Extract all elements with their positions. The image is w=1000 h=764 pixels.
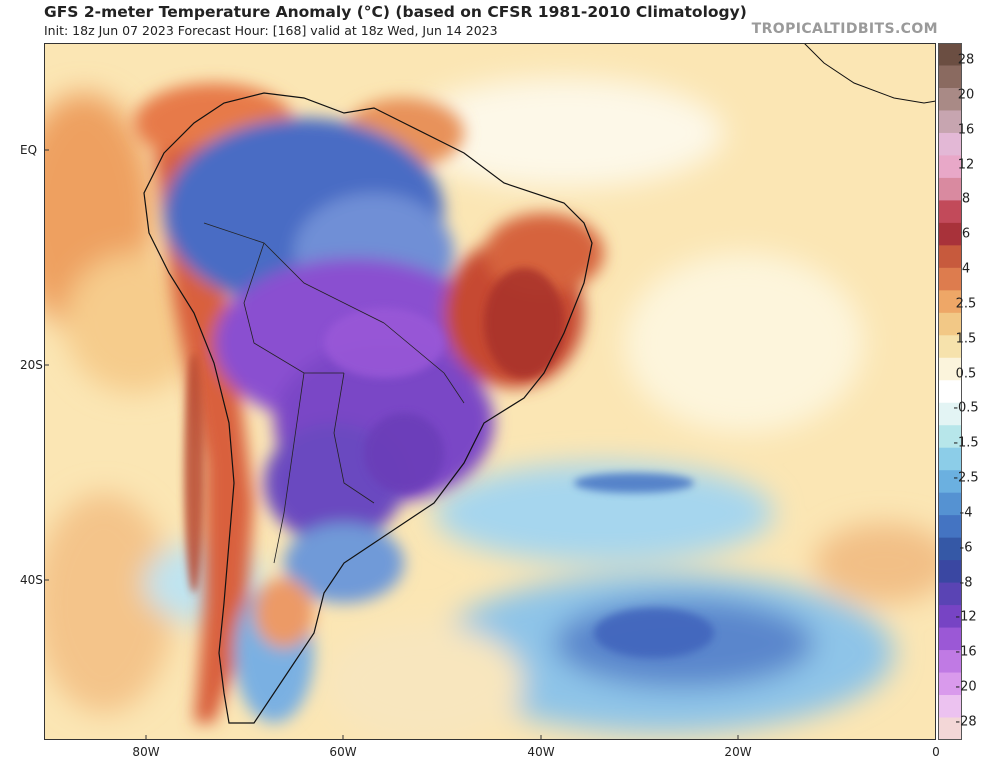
colorbar-label: -0.5 xyxy=(953,400,979,416)
temperature-anomaly-map xyxy=(44,43,936,740)
colorbar-segment xyxy=(938,447,962,471)
colorbar-segment xyxy=(938,357,962,381)
chart-title: GFS 2-meter Temperature Anomaly (°C) (ba… xyxy=(44,3,747,21)
colorbar-label: -2.5 xyxy=(953,470,979,486)
colorbar-segment xyxy=(938,582,962,606)
colorbar-segment xyxy=(938,402,962,426)
colorbar-label: -8 xyxy=(959,575,973,591)
lon-label-20w: 20W xyxy=(724,745,752,759)
colorbar-label: 4 xyxy=(961,261,971,277)
colorbar-segment xyxy=(938,605,962,629)
coastline-africa xyxy=(803,43,936,104)
colorbar-label: 2.5 xyxy=(955,296,977,312)
lat-label-20s: 20S xyxy=(20,358,43,372)
colorbar-segment xyxy=(938,695,962,719)
colorbar-label: 12 xyxy=(957,157,975,173)
colorbar-segment xyxy=(938,537,962,561)
colorbar-segment xyxy=(938,717,962,740)
colorbar-segment xyxy=(938,222,962,246)
anomaly-field xyxy=(44,78,936,740)
colorbar-label: -16 xyxy=(955,644,977,660)
lon-label-60w: 60W xyxy=(329,745,357,759)
colorbar-segment xyxy=(938,177,962,201)
colorbar-segment xyxy=(938,267,962,291)
colorbar-label: 6 xyxy=(961,226,971,242)
colorbar-label: 20 xyxy=(957,87,975,103)
colorbar-segment xyxy=(938,110,962,134)
colorbar-label: -4 xyxy=(959,505,973,521)
colorbar-frame xyxy=(938,43,962,740)
chart-subtitle: Init: 18z Jun 07 2023 Forecast Hour: [16… xyxy=(44,23,498,38)
colorbar-segment xyxy=(938,425,962,449)
lon-label-80w: 80W xyxy=(132,745,160,759)
colorbar-segment xyxy=(938,290,962,314)
colorbar-segment xyxy=(938,132,962,157)
colorbar-segment xyxy=(938,515,962,539)
colorbar-label: -12 xyxy=(955,609,977,625)
colorbar-segment xyxy=(938,380,962,404)
colorbar xyxy=(938,43,962,740)
country-borders xyxy=(203,222,465,564)
colorbar-segment xyxy=(938,312,962,336)
colorbar-segment xyxy=(938,335,962,359)
lat-label-eq: EQ xyxy=(20,143,38,157)
anomaly-detail xyxy=(184,268,714,658)
colorbar-segment xyxy=(938,627,962,651)
continent-field xyxy=(134,83,604,723)
colorbar-segment xyxy=(938,245,962,269)
colorbar-segment xyxy=(938,492,962,516)
lon-label-40w: 40W xyxy=(527,745,555,759)
colorbar-segment xyxy=(938,470,962,494)
colorbar-label: 1.5 xyxy=(955,331,977,347)
colorbar-label: 0.5 xyxy=(955,366,977,382)
map-frame xyxy=(44,43,936,740)
lat-label-40s: 40S xyxy=(20,573,43,587)
colorbar-label: 28 xyxy=(957,52,975,68)
colorbar-label: 16 xyxy=(957,122,975,138)
colorbar-label: -6 xyxy=(959,540,973,556)
colorbar-segment xyxy=(938,65,962,89)
brand-watermark[interactable]: TROPICALTIDBITS.COM xyxy=(751,21,938,37)
colorbar-segment xyxy=(938,87,962,112)
colorbar-label: -1.5 xyxy=(953,435,979,451)
colorbar-segment xyxy=(938,200,962,224)
coastline-south-america xyxy=(143,92,593,724)
colorbar-label: 8 xyxy=(961,191,971,207)
colorbar-segment xyxy=(938,155,962,179)
colorbar-label: -28 xyxy=(955,714,977,730)
colorbar-segment xyxy=(938,650,962,674)
colorbar-segment xyxy=(938,672,962,696)
colorbar-segment xyxy=(938,560,962,584)
colorbar-segment xyxy=(938,43,962,67)
lon-label-0: 0 xyxy=(932,745,940,759)
colorbar-label: -20 xyxy=(955,679,977,695)
